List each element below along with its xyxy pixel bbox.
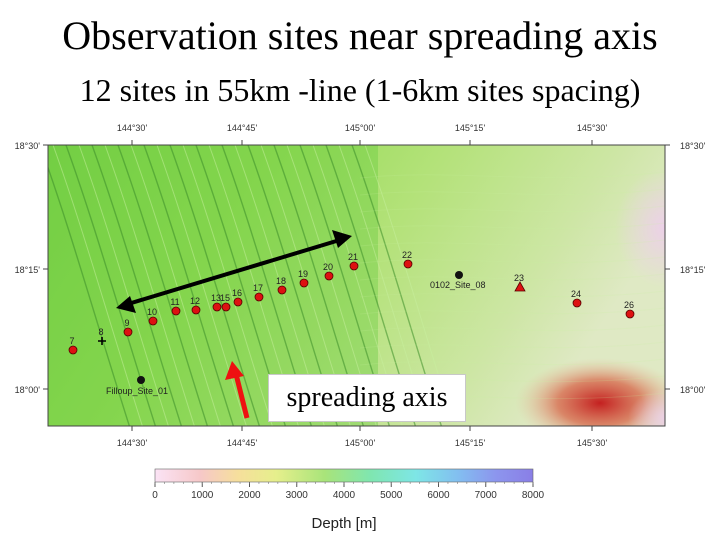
site-19: 19 — [298, 269, 309, 288]
site-18: 18 — [276, 276, 287, 295]
bathymetry-map: 144°30' 144°45' 145°00' 145°15' 145°30' 144°… — [15, 123, 706, 532]
site-marker — [171, 306, 181, 316]
site-label: 26 — [624, 300, 634, 310]
site-marker — [233, 297, 243, 307]
lon-tick-label: 145°00' — [345, 438, 376, 448]
site-label: 10 — [147, 307, 157, 317]
lat-tick-label: 18°15' — [680, 265, 706, 275]
site-marker — [98, 337, 106, 345]
site-label: 19 — [298, 269, 308, 279]
site-marker — [68, 345, 78, 355]
site-marker — [324, 271, 334, 281]
site-label: 22 — [402, 250, 412, 260]
colorbar-tick-label: 8000 — [522, 490, 545, 501]
colorbar-tick-label: 5000 — [380, 490, 403, 501]
lon-tick-label: 145°30' — [577, 438, 608, 448]
site-26: 26 — [624, 300, 635, 319]
lon-tick-label: 144°30' — [117, 438, 148, 448]
site-label: 23 — [514, 273, 524, 283]
site-12: 12 — [190, 296, 201, 315]
site-label: 18 — [276, 276, 286, 286]
lat-tick-label: 18°00' — [15, 385, 41, 395]
site-21: 21 — [348, 252, 359, 271]
site-label: 21 — [348, 252, 358, 262]
site-label: 16 — [232, 288, 242, 298]
colorbar-tick-label: 7000 — [475, 490, 498, 501]
site-marker — [123, 327, 133, 337]
site-8: 8 — [98, 327, 106, 345]
lon-tick-label: 145°15' — [455, 123, 486, 133]
site-22: 22 — [402, 250, 413, 269]
site-marker — [254, 292, 264, 302]
site-15: 15 — [220, 293, 231, 312]
terrain-texture — [48, 145, 665, 426]
site-marker — [191, 305, 201, 315]
double-arrow — [116, 230, 352, 313]
site-9: 9 — [123, 318, 133, 337]
colorbar-tick-label: 6000 — [427, 490, 450, 501]
black-site-label: 0102_Site_08 — [430, 280, 486, 290]
latitude-ticks-right: 18°30' 18°15' 18°00' — [665, 141, 706, 395]
lat-tick-label: 18°15' — [15, 265, 41, 275]
black-site-marker — [455, 271, 463, 279]
site-marker — [625, 309, 635, 319]
site-23: 23 — [514, 273, 526, 292]
site-marker — [572, 298, 582, 308]
site-16: 16 — [232, 288, 243, 307]
spreading-axis-label: spreading axis — [268, 374, 466, 422]
site-24: 24 — [571, 289, 582, 308]
site-marker — [212, 302, 222, 312]
depth-colorbar: 0 1000 2000 3000 4000 5000 6000 7000 8000 Depth … — [152, 468, 545, 532]
lon-tick-label: 144°30' — [117, 123, 148, 133]
site-label: 20 — [323, 262, 333, 272]
lat-tick-label: 18°00' — [680, 385, 706, 395]
spreading-axis-arrow — [225, 361, 250, 419]
site-marker — [403, 259, 413, 269]
site-20: 20 — [323, 262, 334, 281]
site-17: 17 — [253, 283, 264, 302]
site-label: 9 — [124, 318, 129, 328]
longitude-ticks-bottom: 144°30' 144°45' 145°00' 145°15' 145°30' — [117, 426, 608, 448]
site-marker — [514, 281, 526, 292]
site-13: 13 — [211, 293, 222, 312]
lon-tick-label: 145°00' — [345, 123, 376, 133]
site-label: 13 — [211, 293, 221, 303]
site-label: 17 — [253, 283, 263, 293]
black-site: 0102_Site_08 — [430, 271, 486, 290]
lat-tick-label: 18°30' — [680, 141, 706, 151]
colorbar-tick-label: 1000 — [191, 490, 214, 501]
site-10: 10 — [147, 307, 158, 326]
slide-title: Observation sites near spreading axis — [62, 13, 658, 58]
colorbar-tick-label: 3000 — [286, 490, 309, 501]
site-label: 7 — [69, 336, 74, 346]
colorbar-tick-label: 2000 — [238, 490, 261, 501]
black-site-marker — [137, 376, 145, 384]
colorbar-tick-label: 4000 — [333, 490, 356, 501]
colorbar-title: Depth [m] — [311, 515, 376, 532]
site-label: 11 — [170, 297, 179, 307]
lon-tick-label: 145°30' — [577, 123, 608, 133]
site-7: 7 — [68, 336, 78, 355]
site-marker — [349, 261, 359, 271]
site-marker — [299, 278, 309, 288]
lat-tick-label: 18°30' — [15, 141, 41, 151]
site-marker — [277, 285, 287, 295]
site-11: 11 — [170, 297, 181, 316]
lon-tick-label: 144°45' — [227, 123, 258, 133]
black-site-label: Filloup_Site_01 — [106, 386, 168, 396]
slide-subtitle: 12 sites in 55km -line (1-6km sites spac… — [79, 72, 641, 108]
site-label: 24 — [571, 289, 581, 299]
longitude-ticks-top: 144°30' 144°45' 145°00' 145°15' 145°30' — [117, 123, 608, 145]
site-marker — [221, 302, 231, 312]
lon-tick-label: 144°45' — [227, 438, 258, 448]
lon-tick-label: 145°15' — [455, 438, 486, 448]
site-label: 15 — [220, 293, 230, 303]
colorbar-tick-label: 0 — [152, 490, 158, 501]
site-marker — [148, 316, 158, 326]
site-label: 8 — [98, 327, 103, 337]
latitude-ticks-left: 18°30' 18°15' 18°00' — [15, 141, 48, 395]
site-label: 12 — [190, 296, 200, 306]
black-site: Filloup_Site_01 — [106, 376, 168, 396]
